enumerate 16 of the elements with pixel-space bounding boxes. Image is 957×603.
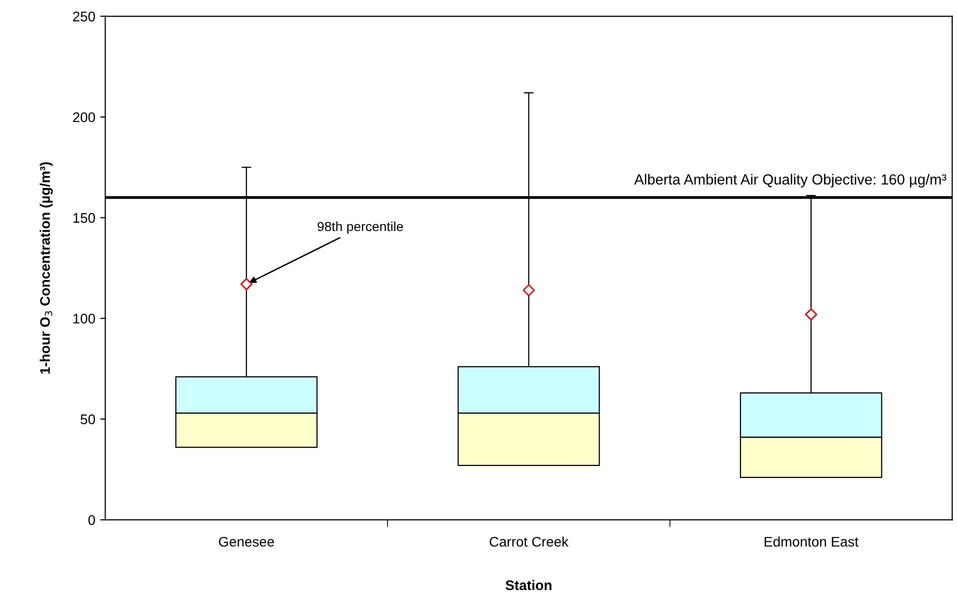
point [804,308,818,320]
x-axis-title: Station [506,580,552,590]
point [240,278,252,290]
y-tick-label: 50 [80,414,96,424]
y-tick-label: 100 [73,314,96,324]
x-tick-label: Carrot Creek [490,536,569,547]
x-tick-label: Edmonton East [764,536,858,547]
y-tick-label: 200 [73,112,96,122]
y-tick-label: 250 [73,12,96,22]
point [522,284,535,296]
ref-line-label: Alberta Ambient Air Quality Objective: 160 µg/m³ [634,174,946,188]
y-tick-label: 0 [88,515,96,525]
annotation: 98th percentile [318,221,403,234]
y-axis-title: 1-hour O$_{3}$ Concentration (µg/m³) [40,162,53,374]
x-tick-label: Genesee [218,536,274,547]
y-tick-label: 150 [73,213,96,223]
